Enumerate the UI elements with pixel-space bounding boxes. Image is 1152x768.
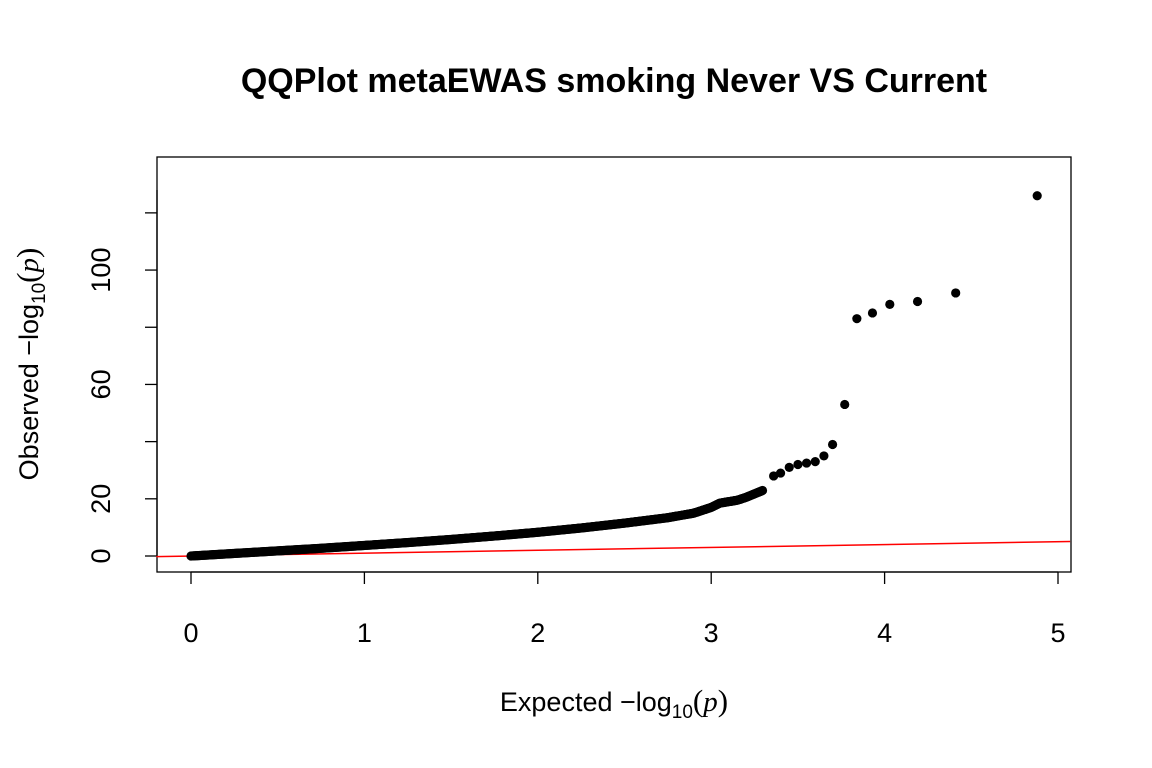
- y-axis-label-open: (: [10, 273, 45, 283]
- y-axis-label-subscript: 10: [29, 283, 50, 304]
- x-axis-label-prefix: Expected −log: [500, 687, 672, 717]
- outlier-point: [951, 288, 961, 298]
- chart-title: QQPlot metaEWAS smoking Never VS Current: [241, 62, 987, 100]
- data-point: [757, 485, 768, 496]
- outlier-point: [840, 399, 850, 410]
- x-tick-label: 2: [530, 618, 545, 648]
- y-axis-label-var: p: [13, 258, 45, 275]
- outlier-point: [793, 459, 803, 470]
- x-tick-label: 1: [357, 618, 372, 648]
- outlier-point: [1032, 191, 1042, 201]
- y-axis-label-prefix: Observed −log: [14, 304, 44, 480]
- data-points: [186, 191, 1042, 561]
- outlier-point: [801, 458, 812, 468]
- outlier-point: [769, 471, 779, 481]
- reference-line: [156, 540, 1071, 558]
- outlier-point: [912, 296, 923, 307]
- y-axis-label-close: ): [10, 248, 45, 258]
- outlier-point: [852, 314, 862, 324]
- x-axis-ticks: 0 1 2 3 4 5: [183, 572, 1066, 648]
- y-tick-label: 0: [86, 548, 116, 563]
- outlier-point: [827, 439, 838, 450]
- x-tick-label: 5: [1050, 618, 1065, 648]
- y-tick-label: 60: [86, 369, 116, 399]
- x-tick-label: 4: [877, 618, 892, 648]
- outlier-point: [819, 451, 829, 461]
- y-axis-label: Observed −log10(p): [10, 248, 50, 481]
- x-axis-label-var: p: [701, 686, 718, 718]
- x-axis-label-open: (: [693, 683, 703, 718]
- plot-frame: [156, 156, 1072, 573]
- outlier-point: [775, 468, 786, 478]
- x-axis-label-close: ): [718, 683, 728, 718]
- outlier-point: [810, 457, 820, 467]
- x-axis-label: Expected −log10(p): [500, 683, 728, 723]
- y-axis-ticks: 0 20 60 100: [86, 212, 157, 564]
- outlier-point: [867, 308, 878, 318]
- y-tick-label: 20: [86, 484, 116, 514]
- x-tick-label: 3: [704, 618, 719, 648]
- outlier-point: [885, 299, 895, 309]
- x-axis-label-subscript: 10: [672, 702, 693, 723]
- x-tick-label: 0: [183, 618, 198, 648]
- y-tick-label: 100: [86, 248, 116, 293]
- outlier-point: [784, 462, 794, 472]
